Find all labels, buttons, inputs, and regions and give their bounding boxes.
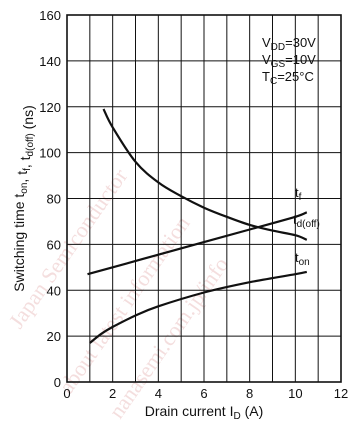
x-tick-label: 8 [246, 386, 253, 401]
ton-label: ton [295, 250, 310, 268]
x-tick-label: 4 [155, 386, 162, 401]
x-tick-label: 0 [63, 386, 70, 401]
y-tick-label: 20 [47, 329, 61, 344]
x-tick-labels: 0 2 4 6 8 10 12 [63, 386, 348, 401]
tf-curve [102, 108, 308, 241]
y-tick-label: 140 [39, 54, 61, 69]
y-axis-title: Switching time ton, tf, td(off) (ns) [11, 105, 36, 291]
watermark-text: nanasemi.com.jp/info [104, 252, 234, 422]
series-labels: tf td(off) ton [293, 185, 320, 268]
y-tick-label: 160 [39, 8, 61, 23]
x-tick-label: 10 [288, 386, 302, 401]
y-tick-labels: 0 20 40 60 80 100 120 140 160 [39, 8, 61, 390]
condition-line: TC=25°C [262, 69, 314, 87]
y-tick-label: 0 [54, 375, 61, 390]
x-tick-label: 2 [109, 386, 116, 401]
grid-lines [67, 15, 341, 382]
y-tick-label: 120 [39, 100, 61, 115]
x-tick-label: 6 [200, 386, 207, 401]
ton-curve [89, 270, 308, 344]
plot-frame [66, 14, 342, 383]
y-tick-label: 40 [47, 283, 61, 298]
y-tick-label: 80 [47, 192, 61, 207]
td-off-curve [87, 211, 308, 276]
x-tick-label: 12 [334, 386, 348, 401]
condition-line: VGS=10V [262, 52, 316, 70]
y-tick-label: 60 [47, 237, 61, 252]
x-axis-title: Drain current ID (A) [145, 403, 264, 422]
series-curves [87, 108, 308, 344]
td-off-label: td(off) [293, 212, 320, 230]
condition-line: VDD=30V [262, 35, 316, 53]
y-tick-label: 100 [39, 146, 61, 161]
tf-label: tf [295, 185, 302, 203]
